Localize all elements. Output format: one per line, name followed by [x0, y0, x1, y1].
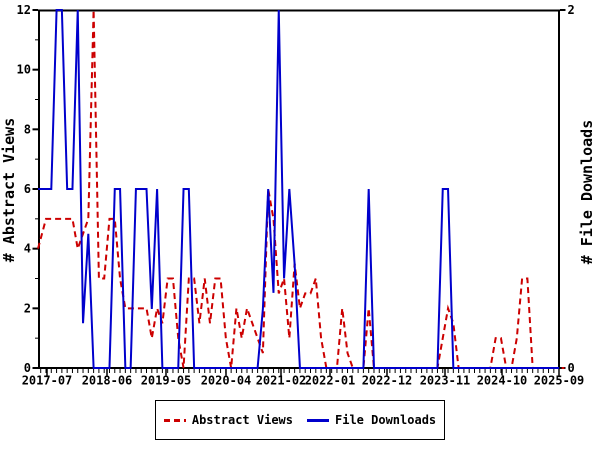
- x-axis-tick-label: 2021-02: [256, 373, 307, 387]
- left-axis-tick-label: 4: [24, 242, 31, 256]
- x-axis-tick-label: 2024-10: [477, 373, 528, 387]
- legend-label-file-downloads: File Downloads: [335, 413, 437, 427]
- series-line-file-downloads: [38, 9, 560, 369]
- left-axis-title: # Abstract Views: [0, 118, 18, 263]
- left-axis-tick-label: 8: [24, 122, 31, 136]
- right-axis-tick-label: 0: [568, 361, 575, 375]
- legend-item-file-downloads: File Downloads: [307, 413, 436, 427]
- x-axis-tick-label: 2020-04: [201, 373, 252, 387]
- file-downloads-line-sample: [307, 418, 329, 422]
- x-axis-tick-label: 2023-11: [420, 373, 471, 387]
- x-axis-tick-label: 2019-05: [141, 373, 192, 387]
- x-axis-tick-label: 2022-01: [305, 373, 356, 387]
- right-axis-tick-label: 2: [568, 3, 575, 17]
- right-axis-title: # File Downloads: [578, 120, 596, 265]
- abstract-views-line-sample: [163, 418, 186, 422]
- chart-legend: Abstract Views File Downloads: [155, 400, 445, 440]
- left-axis-tick-label: 6: [24, 182, 31, 196]
- x-axis-tick-label: 2018-06: [82, 373, 133, 387]
- x-axis-tick-label: 2017-07: [22, 373, 73, 387]
- legend-item-abstract-views: Abstract Views: [163, 413, 293, 427]
- x-axis-tick-label: 2025-09: [534, 373, 585, 387]
- left-axis-tick-label: 2: [24, 301, 31, 315]
- left-axis-tick-label: 10: [17, 63, 31, 77]
- left-axis-tick-label: 12: [17, 3, 31, 17]
- x-axis-tick-label: 2022-12: [362, 373, 413, 387]
- left-axis-tick-label: 0: [24, 361, 31, 375]
- legend-label-abstract-views: Abstract Views: [191, 413, 293, 427]
